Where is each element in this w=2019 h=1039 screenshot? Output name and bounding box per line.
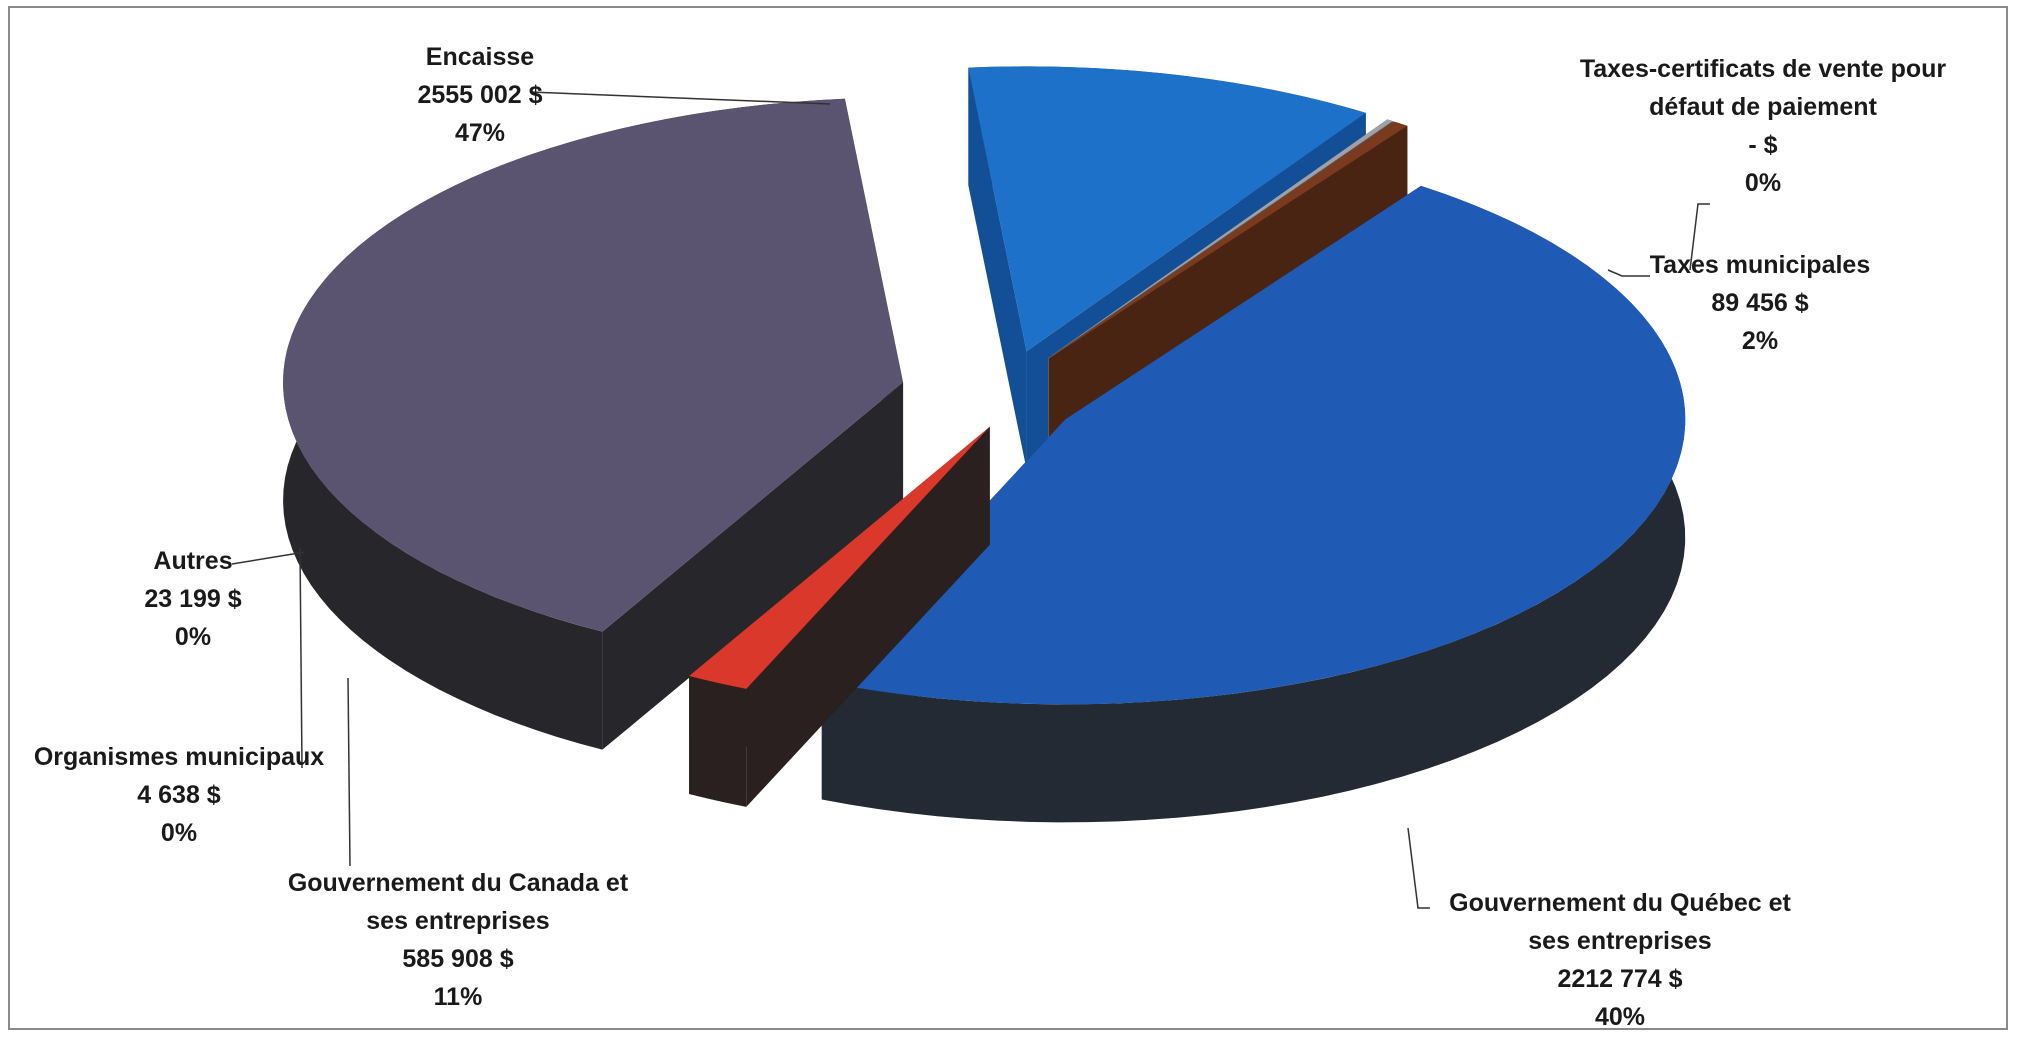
label-encaisse-name: Encaisse <box>425 43 535 71</box>
leader-line-0 <box>529 91 831 105</box>
leader-line-3 <box>1407 827 1430 909</box>
label-gouv-quebec: Gouvernement du Québec et ses entreprise… <box>1410 884 1830 1036</box>
label-taxes-municipales-value: 89 456 $ <box>1711 289 1809 317</box>
pie-slice-0 <box>821 185 1686 823</box>
label-organismes-municipaux-percent: 0% <box>160 819 198 847</box>
leader-line-6 <box>231 551 306 565</box>
label-gouv-canada-value: 585 908 $ <box>402 945 514 973</box>
label-taxes-municipales-percent: 2% <box>1741 327 1779 355</box>
label-taxes-certificats: Taxes-certificats de vente pour défaut d… <box>1528 50 1998 202</box>
label-taxes-municipales: Taxes municipales 89 456 $ 2% <box>1625 246 1895 360</box>
label-gouv-canada-name-2: ses entreprises <box>366 907 550 935</box>
label-gouv-quebec-name-2: ses entreprises <box>1528 927 1712 955</box>
label-encaisse: Encaisse 2555 002 $ 47% <box>370 38 590 152</box>
label-gouv-quebec-name-1: Gouvernement du Québec et <box>1449 889 1791 917</box>
label-taxes-certificats-value: - $ <box>1748 131 1778 159</box>
label-autres-value: 23 199 $ <box>144 585 242 613</box>
label-organismes-municipaux: Organismes municipaux 4 638 $ 0% <box>16 738 342 852</box>
label-autres-percent: 0% <box>174 623 212 651</box>
label-gouv-canada-name-1: Gouvernement du Canada et <box>287 869 629 897</box>
label-organismes-municipaux-name: Organismes municipaux <box>33 743 325 771</box>
label-encaisse-percent: 47% <box>454 119 506 147</box>
leader-line-2 <box>1607 269 1650 277</box>
chart-frame: Encaisse 2555 002 $ 47% Taxes-certificat… <box>8 6 2008 1031</box>
label-gouv-canada: Gouvernement du Canada et ses entreprise… <box>248 864 668 1016</box>
label-gouv-quebec-percent: 40% <box>1594 1003 1646 1031</box>
pie-slice-2 <box>689 426 990 807</box>
label-taxes-certificats-percent: 0% <box>1744 169 1782 197</box>
leader-line-5 <box>299 547 303 769</box>
label-gouv-quebec-value: 2212 774 $ <box>1557 965 1683 993</box>
label-taxes-certificats-name-2: défaut de paiement <box>1649 93 1877 121</box>
pie-slice-3 <box>283 98 904 750</box>
leader-line-4 <box>347 677 351 867</box>
label-organismes-municipaux-value: 4 638 $ <box>137 781 221 809</box>
label-taxes-municipales-name: Taxes municipales <box>1649 251 1871 279</box>
label-encaisse-value: 2555 002 $ <box>417 81 543 109</box>
label-autres: Autres 23 199 $ 0% <box>118 542 268 656</box>
leader-line-1 <box>1689 203 1710 271</box>
label-taxes-certificats-name-1: Taxes-certificats de vente pour <box>1579 55 1947 83</box>
label-autres-name: Autres <box>153 547 233 575</box>
pie-chart <box>231 66 1710 909</box>
label-gouv-canada-percent: 11% <box>433 983 483 1011</box>
